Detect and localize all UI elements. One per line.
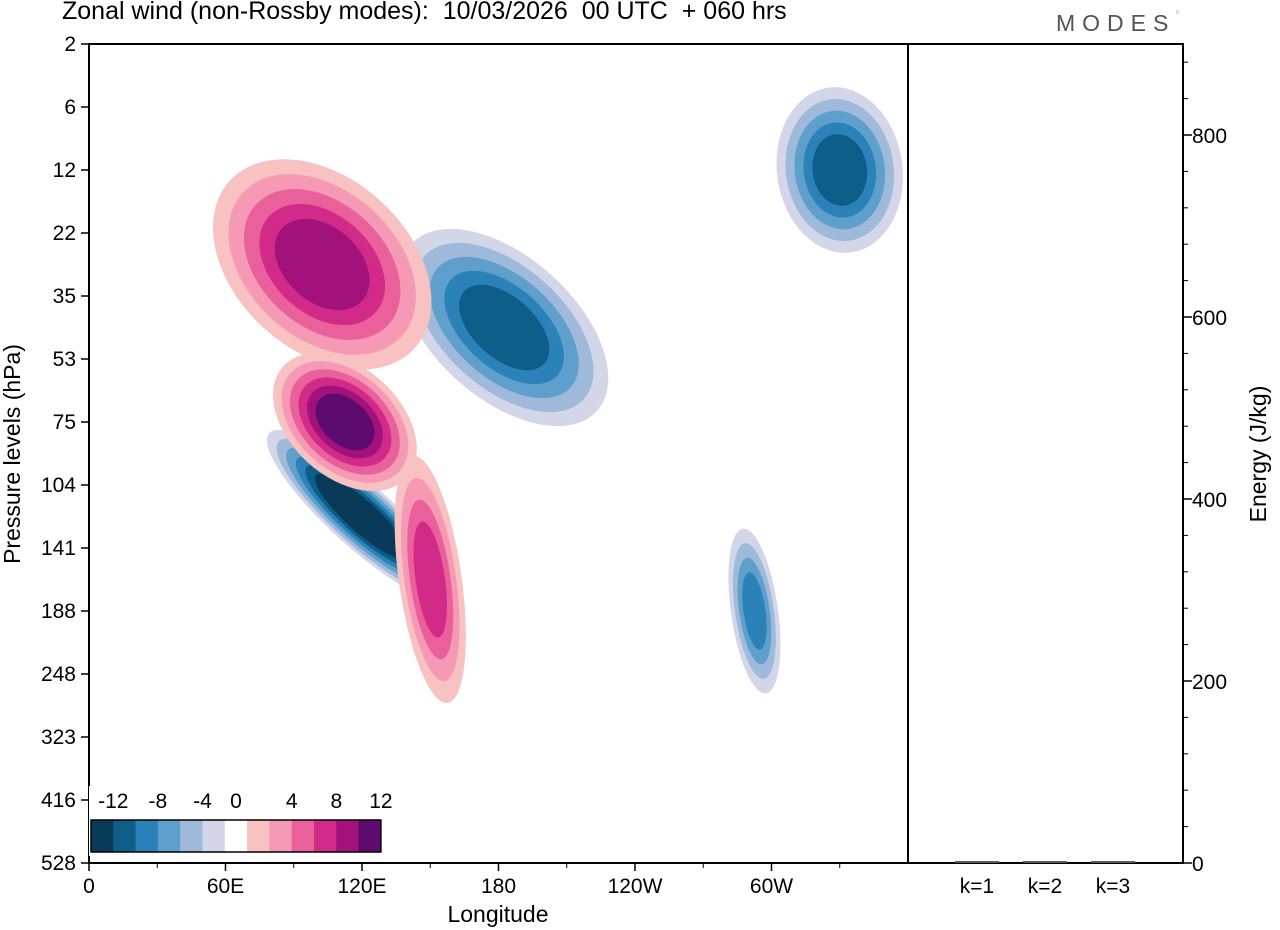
y-tick-label: 6 bbox=[64, 96, 76, 119]
energy-tick-label: 0 bbox=[1192, 853, 1204, 876]
brand-logo: MODES○ bbox=[1056, 9, 1180, 36]
colorbar-swatch bbox=[269, 820, 293, 852]
energy-plot-frame bbox=[907, 43, 1184, 864]
negative-blob-upper-east bbox=[776, 87, 903, 253]
colorbar-swatch bbox=[202, 820, 226, 852]
x-tick-label: 180 bbox=[481, 875, 516, 898]
positive-band-upper-level-5 bbox=[274, 218, 370, 311]
y-tick-label: 248 bbox=[41, 663, 76, 686]
x-axis-label: Longitude bbox=[447, 901, 548, 927]
energy-bar-label: k=2 bbox=[1028, 875, 1062, 898]
y-tick-label: 35 bbox=[53, 285, 76, 308]
colorbar-label: 0 bbox=[230, 790, 242, 813]
positive-core-main-level-6 bbox=[315, 393, 375, 451]
x-tick-label: 60W bbox=[750, 875, 793, 898]
colorbar-swatch bbox=[135, 820, 159, 852]
positive-blob-150E bbox=[394, 455, 466, 704]
y-tick-label: 22 bbox=[53, 222, 76, 245]
energy-bars: k=1 k=2 k=3 bbox=[955, 861, 1135, 898]
brand-text: MODES bbox=[1056, 10, 1176, 36]
positive-core-main bbox=[273, 352, 417, 492]
colorbar-label: -8 bbox=[149, 790, 168, 813]
energy-tick-label: 400 bbox=[1192, 489, 1227, 512]
energy-tick-label: 200 bbox=[1192, 671, 1227, 694]
y-tick-label: 53 bbox=[53, 348, 76, 371]
colorbar-swatch bbox=[180, 820, 203, 852]
x-tick-label: 120W bbox=[608, 875, 663, 898]
positive-blob-150E-level-4 bbox=[413, 521, 447, 638]
x-tick-label: 60E bbox=[207, 875, 244, 898]
energy-bar-label: k=3 bbox=[1096, 875, 1130, 898]
energy-bar-k=2 bbox=[1023, 861, 1067, 864]
energy-bar-label: k=1 bbox=[960, 875, 994, 898]
contour-field bbox=[212, 87, 903, 704]
negative-blob-60W bbox=[728, 528, 781, 694]
negative-blob-upper-east-level-5 bbox=[812, 134, 868, 206]
y-tick-label: 2 bbox=[64, 33, 76, 56]
colorbar-swatch bbox=[224, 820, 248, 852]
y-tick-label: 141 bbox=[41, 537, 76, 560]
colorbar-label: -12 bbox=[98, 790, 128, 813]
energy-axis: 0 200 400 600 800 bbox=[1183, 61, 1227, 876]
colorbar-swatch bbox=[314, 820, 337, 852]
colorbar-swatch bbox=[336, 820, 359, 852]
chart-title: Zonal wind (non-Rossby modes): 10/03/202… bbox=[62, 0, 787, 25]
positive-band-upper bbox=[212, 159, 432, 370]
x-axis: 0 60E 120E 180 120W 60W bbox=[83, 863, 841, 898]
colorbar-swatch bbox=[358, 820, 382, 852]
negative-blob-60W-level-4 bbox=[742, 572, 767, 650]
y-tick-label: 528 bbox=[41, 852, 76, 875]
y-tick-label: 188 bbox=[41, 600, 76, 623]
colorbar-label: 8 bbox=[330, 790, 342, 813]
y-tick-label: 75 bbox=[53, 411, 76, 434]
y-axis-label: Pressure levels (hPa) bbox=[0, 344, 25, 564]
colorbar-label: 4 bbox=[286, 790, 298, 813]
y-axis: 2 6 12 22 35 53 75 104 141 188 248 323 416 528 bbox=[41, 33, 89, 875]
x-tick-label: 0 bbox=[83, 875, 95, 898]
y-tick-label: 12 bbox=[53, 159, 76, 182]
colorbar-label: -4 bbox=[193, 790, 212, 813]
y-tick-label: 416 bbox=[41, 789, 76, 812]
colorbar-swatch bbox=[113, 820, 136, 852]
y-tick-label: 104 bbox=[41, 474, 76, 497]
energy-bar-k=1 bbox=[955, 861, 999, 864]
negative-band-upper-level-5 bbox=[459, 284, 550, 371]
colorbar-label: 12 bbox=[369, 790, 392, 813]
x-tick-label: 120E bbox=[337, 875, 386, 898]
energy-bar-k=3 bbox=[1091, 861, 1135, 864]
negative-core-main-level-7 bbox=[324, 482, 400, 551]
colorbar-swatch bbox=[157, 820, 181, 852]
energy-axis-label: Energy (J/kg) bbox=[1245, 386, 1271, 523]
colorbar-swatch bbox=[91, 820, 114, 852]
negative-band-upper bbox=[400, 228, 609, 427]
energy-tick-label: 800 bbox=[1192, 125, 1227, 148]
colorbar: -12 -8 -4 0 4 8 12 bbox=[89, 786, 393, 856]
energy-tick-label: 600 bbox=[1192, 307, 1227, 330]
colorbar-frame bbox=[90, 819, 382, 853]
colorbar-swatch bbox=[247, 820, 270, 852]
y-tick-label: 323 bbox=[41, 726, 76, 749]
colorbar-swatch bbox=[291, 820, 315, 852]
